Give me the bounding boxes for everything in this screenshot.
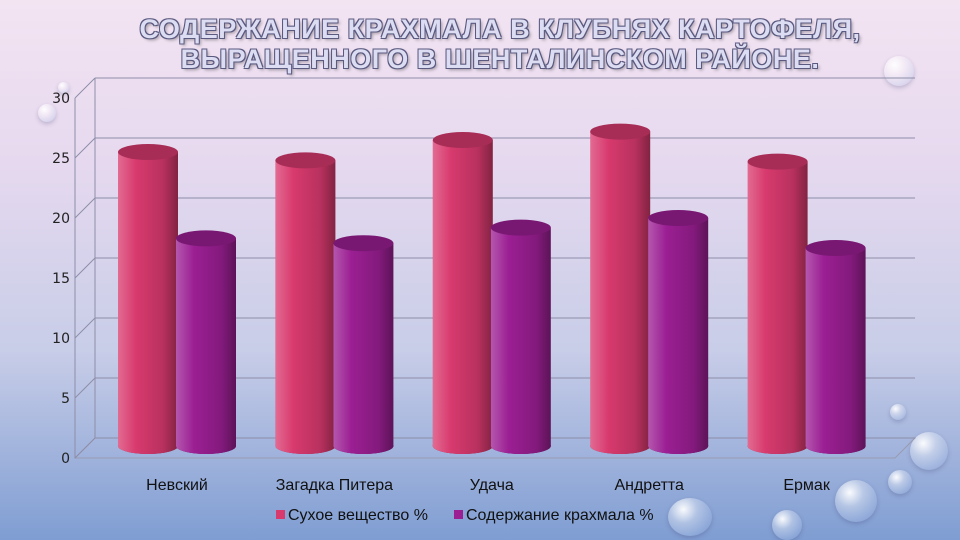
water-drop-3 <box>884 56 914 86</box>
bar-starch-3 <box>490 219 551 454</box>
water-drop-2 <box>58 82 69 93</box>
y-tick-label: 5 <box>61 391 70 407</box>
water-drop-7 <box>888 470 912 494</box>
bar-starch-2 <box>333 235 394 454</box>
bar-dry-matter-3 <box>432 132 493 454</box>
x-category-label: Невский <box>146 477 208 494</box>
y-tick-label: 10 <box>52 331 70 347</box>
y-tick-label: 25 <box>52 151 70 167</box>
legend-swatch-2 <box>454 510 463 519</box>
water-drop-4 <box>890 404 906 420</box>
gridline-diagonal <box>74 197 96 219</box>
bar-dry-matter-4 <box>590 123 651 454</box>
chart-title: СОДЕРЖАНИЕ КРАХМАЛА В КЛУБНЯХ КАРТОФЕЛЯ,… <box>100 14 900 74</box>
legend-label-1: Сухое вещество % <box>288 507 428 524</box>
title-line-1: СОДЕРЖАНИЕ КРАХМАЛА В КЛУБНЯХ КАРТОФЕЛЯ, <box>139 14 861 44</box>
gridline-diagonal <box>74 437 96 459</box>
bar-dry-matter-1 <box>118 144 178 454</box>
bar-dry-matter-2 <box>275 152 336 454</box>
water-drop-5 <box>910 432 948 470</box>
legend-label-2: Содержание крахмала % <box>466 507 654 524</box>
title-line-2: ВЫРАЩЕННОГО В ШЕНТАЛИНСКОМ РАЙОНЕ. <box>180 44 820 74</box>
gridline-diagonal <box>74 317 96 339</box>
bar-starch-4 <box>648 210 709 454</box>
bar-starch-1 <box>176 230 236 454</box>
y-tick-label: 20 <box>52 211 70 227</box>
y-tick-label: 15 <box>52 271 70 287</box>
water-drop-8 <box>668 498 712 536</box>
legend-swatch-1 <box>276 510 285 519</box>
x-category-label: Андретта <box>614 477 684 494</box>
gridline-diagonal <box>74 257 96 279</box>
gridline-diagonal <box>74 377 96 399</box>
y-tick-label: 0 <box>61 451 70 467</box>
y-tick-label: 30 <box>52 91 70 107</box>
gridline-diagonal <box>74 137 96 159</box>
water-drop-1 <box>38 104 56 122</box>
x-category-label: Удача <box>470 477 514 494</box>
bar-starch-5 <box>805 240 866 454</box>
x-category-label: Загадка Питера <box>276 477 393 494</box>
x-category-label: Ермак <box>783 477 830 494</box>
water-drop-6 <box>835 480 877 522</box>
water-drop-9 <box>772 510 802 540</box>
gridline-diagonal <box>74 77 96 99</box>
bar-dry-matter-5 <box>747 153 808 454</box>
